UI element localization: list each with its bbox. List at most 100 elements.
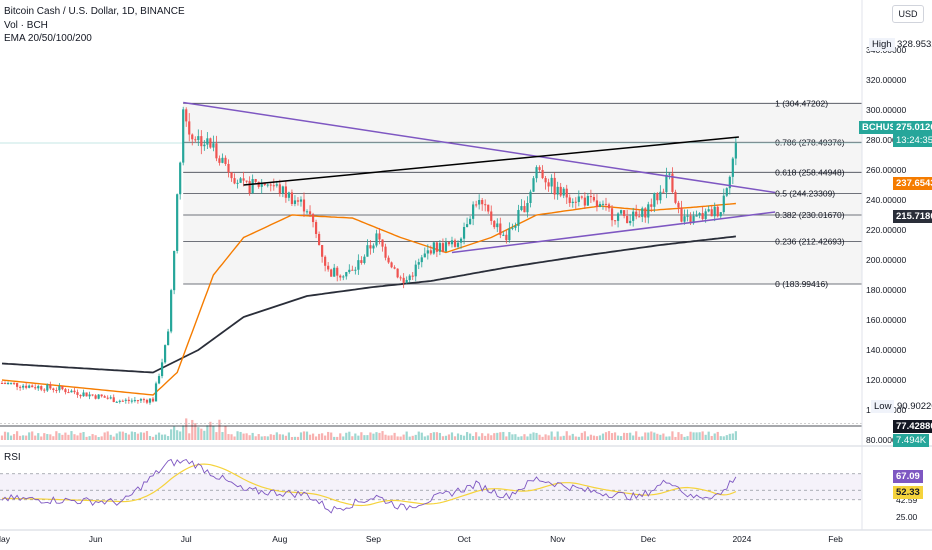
candle-down [381,239,384,247]
volume-bar [728,433,731,440]
candle-up [665,174,668,193]
candle-down [100,394,103,397]
candle-down [716,206,719,217]
volume-bar [302,431,306,440]
volume-bar [698,432,701,440]
volume-bar [629,432,632,440]
volume-bar [650,431,653,440]
volume-legend: Vol · BCH [4,20,48,31]
volume-bar [632,435,635,440]
volume-bar [731,433,734,440]
volume-bar [127,434,130,440]
volume-bar [378,432,381,440]
candle-down [0,383,4,384]
volume-bar [318,433,321,440]
volume-bar [595,436,599,440]
volume-bar [387,435,390,440]
volume-bar [586,436,589,440]
volume-bar [221,432,224,440]
volume-bar [321,433,324,440]
candle-up [725,188,728,196]
last-price-tag: 275.01269 [893,121,932,134]
volume-bar [429,433,432,440]
fib-level-label: 0 (183.99416) [775,279,828,289]
volume-bar [725,435,728,440]
fib-level-label: 0.618 (258.44948) [775,167,845,177]
volume-bar [610,433,614,440]
candle-up [6,383,10,385]
candle-up [704,211,707,220]
candle-down [145,399,149,403]
volume-bar [571,433,574,440]
volume-bar [31,431,34,440]
volume-bar [354,433,357,440]
candle-down [710,209,713,217]
candle-up [423,253,426,258]
volume-bar [574,436,577,440]
candle-down [16,383,19,387]
candle-up [698,213,701,216]
volume-bar [402,434,405,440]
symbol-title: Bitcoin Cash / U.S. Dollar, 1D, BINANCE [4,6,185,17]
candle-down [25,385,28,388]
candle-down [604,203,608,205]
volume-bar [444,435,448,440]
candle-down [402,277,405,283]
low-value: 90.90220 [897,401,932,412]
volume-bar [52,436,55,440]
price-tick-label: 220.00000 [866,225,906,235]
price-tick-label: 280.00000 [866,135,906,145]
volume-bar [556,431,559,440]
price-tick-label: 300.00000 [866,105,906,115]
volume-bar [67,434,70,440]
candle-down [64,389,67,393]
candle-down [339,275,342,278]
volume-bar [674,436,677,440]
candle-down [272,185,275,187]
candle-down [79,394,82,397]
volume-bar [118,431,121,440]
volume-bar [130,431,133,440]
volume-bar [589,434,592,440]
candle-up [275,184,278,186]
candle-up [97,394,100,399]
volume-bar [64,432,67,440]
volume-bar [109,434,112,440]
volume-bar [469,433,472,440]
candle-down [136,400,139,402]
volume-bar [607,431,611,440]
volume-bar [269,434,272,440]
candle-down [224,157,227,164]
price-tick-label: 180.00000 [866,285,906,295]
volume-bar [284,435,287,440]
countdown-tag: 13:24:35 [893,134,932,147]
volume-bar [185,418,188,440]
volume-bar [493,433,496,440]
candle-down [650,204,653,207]
candle-up [432,242,435,254]
volume-bar [683,436,686,440]
candle-up [462,227,466,239]
candle-up [130,400,133,402]
candle-down [387,257,390,263]
volume-bar [308,434,312,440]
candle-up [641,208,644,217]
volume-bar [61,434,64,440]
candle-down [106,397,109,399]
volume-bar [441,436,445,440]
price-tick-label: 260.00000 [866,165,906,175]
volume-bar [653,432,656,440]
candle-down [85,392,88,397]
volume-bar [245,433,248,440]
candle-up [686,215,689,217]
price-tick-label: 120.00000 [866,375,906,385]
candle-down [589,196,592,198]
candle-up [179,162,182,195]
time-tick-label: Dec [641,534,657,544]
candle-up [616,213,620,221]
candle-up [203,144,206,147]
volume-bar [121,431,124,440]
currency-button[interactable]: USD [892,5,924,23]
candle-down [378,233,381,240]
